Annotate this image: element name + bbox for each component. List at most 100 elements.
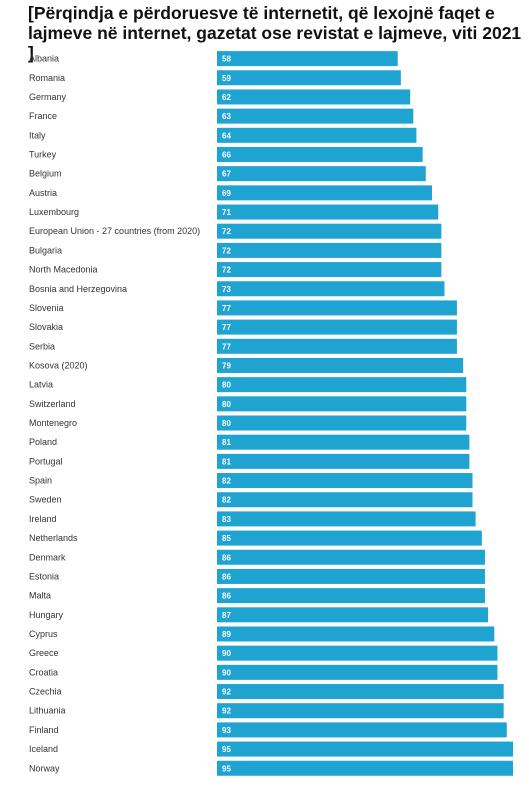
bars <box>217 51 513 776</box>
bar[interactable] <box>217 664 498 680</box>
value-label: 77 <box>222 304 231 313</box>
category-label: Denmark <box>29 552 66 562</box>
bar[interactable] <box>217 453 470 469</box>
bar[interactable] <box>217 319 457 335</box>
value-label: 86 <box>222 572 231 581</box>
bar[interactable] <box>217 223 442 239</box>
category-label: Norway <box>29 763 60 773</box>
value-label: 77 <box>222 342 231 351</box>
value-label: 73 <box>222 285 231 294</box>
chart-title: [Përqindja e përdoruesve të internetit, … <box>28 3 522 63</box>
category-label: Finland <box>29 725 59 735</box>
bar[interactable] <box>217 434 470 450</box>
bar[interactable] <box>217 51 398 67</box>
bar[interactable] <box>217 377 467 393</box>
bar[interactable] <box>217 473 473 489</box>
bar[interactable] <box>217 415 467 431</box>
bar[interactable] <box>217 492 473 508</box>
category-label: Serbia <box>29 341 55 351</box>
value-label: 62 <box>222 93 231 102</box>
bar[interactable] <box>217 549 485 565</box>
category-label: Iceland <box>29 744 58 754</box>
bar[interactable] <box>217 166 426 182</box>
bar[interactable] <box>217 89 411 105</box>
category-label: Latvia <box>29 380 53 390</box>
value-label: 82 <box>222 496 231 505</box>
value-label: 69 <box>222 189 231 198</box>
value-label: 80 <box>222 381 231 390</box>
value-label: 81 <box>222 457 231 466</box>
category-label: Lithuania <box>29 706 66 716</box>
bar[interactable] <box>217 338 457 354</box>
category-label: Turkey <box>29 149 57 159</box>
category-label: Sweden <box>29 495 62 505</box>
category-label: Czechia <box>29 687 62 697</box>
category-label: Hungary <box>29 610 64 620</box>
bar[interactable] <box>217 607 489 623</box>
bar[interactable] <box>217 626 495 642</box>
bar[interactable] <box>217 722 507 738</box>
value-label: 83 <box>222 515 231 524</box>
bar[interactable] <box>217 588 485 604</box>
bar[interactable] <box>217 242 442 258</box>
bar[interactable] <box>217 396 467 412</box>
category-label: Poland <box>29 437 57 447</box>
category-label: Portugal <box>29 456 63 466</box>
value-label: 71 <box>222 208 231 217</box>
bar[interactable] <box>217 568 485 584</box>
bar[interactable] <box>217 357 464 373</box>
bar[interactable] <box>217 300 457 316</box>
value-label: 72 <box>222 246 231 255</box>
category-label: Kosova (2020) <box>29 360 88 370</box>
value-label: 81 <box>222 438 231 447</box>
category-label: Slovenia <box>29 303 64 313</box>
value-label: 80 <box>222 400 231 409</box>
bar[interactable] <box>217 146 423 162</box>
value-label: 82 <box>222 477 231 486</box>
value-label: 95 <box>222 764 231 773</box>
category-label: North Macedonia <box>29 265 98 275</box>
category-label: Luxembourg <box>29 207 79 217</box>
category-label: Cyprus <box>29 629 58 639</box>
bar[interactable] <box>217 127 417 143</box>
value-label: 86 <box>222 592 231 601</box>
category-label: Montenegro <box>29 418 77 428</box>
value-labels: 58 59 62 63 64 66 67 69 71 72 72 72 73 77 77 77 79 80 80 80… <box>222 55 231 774</box>
value-label: 72 <box>222 266 231 275</box>
value-label: 64 <box>222 131 231 140</box>
bar[interactable] <box>217 530 482 546</box>
bar[interactable] <box>217 684 504 700</box>
value-label: 92 <box>222 707 231 716</box>
value-label: 77 <box>222 323 231 332</box>
bar[interactable] <box>217 511 476 527</box>
category-label: Slovakia <box>29 322 63 332</box>
category-label: Spain <box>29 476 52 486</box>
category-label: Belgium <box>29 169 62 179</box>
category-label: Netherlands <box>29 533 78 543</box>
bar[interactable] <box>217 108 414 124</box>
bar[interactable] <box>217 70 401 86</box>
category-label: Bulgaria <box>29 245 62 255</box>
category-label: Malta <box>29 591 51 601</box>
bar[interactable] <box>217 262 442 278</box>
category-label: France <box>29 111 57 121</box>
category-label: Bosnia and Herzegovina <box>29 284 127 294</box>
value-label: 59 <box>222 74 231 83</box>
value-label: 95 <box>222 745 231 754</box>
category-label: Albania <box>29 54 59 64</box>
bar[interactable] <box>217 645 498 661</box>
bar[interactable] <box>217 281 445 297</box>
value-label: 92 <box>222 688 231 697</box>
bar[interactable] <box>217 741 513 757</box>
bar[interactable] <box>217 760 513 776</box>
bar[interactable] <box>217 204 439 220</box>
category-label: Ireland <box>29 514 57 524</box>
value-label: 93 <box>222 726 231 735</box>
category-label: Italy <box>29 130 46 140</box>
bar[interactable] <box>217 703 504 719</box>
category-label: Greece <box>29 648 59 658</box>
category-label: Germany <box>29 92 67 102</box>
value-label: 79 <box>222 361 231 370</box>
value-label: 80 <box>222 419 231 428</box>
bar[interactable] <box>217 185 432 201</box>
